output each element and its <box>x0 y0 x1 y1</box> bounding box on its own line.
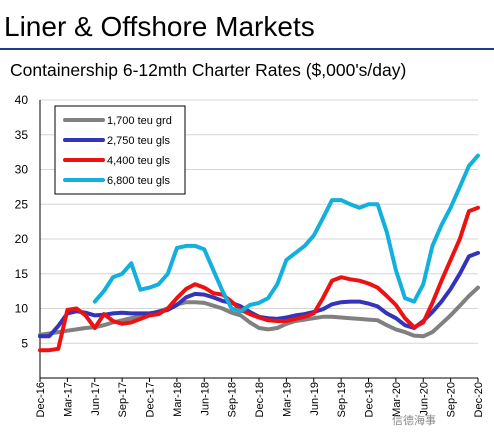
x-tick-label: Jun-19 <box>309 382 321 416</box>
x-tick-label: Dec-19 <box>364 382 376 417</box>
series-line <box>92 153 480 314</box>
x-tick-label: Jun-18 <box>199 382 211 416</box>
x-tick-label: Dec-17 <box>145 382 157 417</box>
x-tick-label: Mar-20 <box>391 382 403 417</box>
y-tick-label: 10 <box>15 302 29 316</box>
watermark-text: 信德海事 <box>392 415 436 427</box>
y-tick-label: 30 <box>15 163 29 177</box>
y-tick-label: 15 <box>15 267 29 281</box>
y-tick-label: 25 <box>15 197 29 211</box>
legend-label: 1,700 teu grd <box>107 115 172 127</box>
axes: 5 10 15 20 25 30 35 40 Dec-16 Mar-17 Jun-17 Sep-17 D… <box>15 93 485 417</box>
legend: 1,700 teu grd 2,750 teu gls 4,400 teu gls 6… <box>54 105 186 195</box>
x-tick-label: Mar-19 <box>281 382 293 417</box>
x-tick-label: Mar-18 <box>172 382 184 417</box>
x-tick-label: Sep-19 <box>336 382 348 417</box>
x-tick-label: Sep-17 <box>117 382 129 417</box>
x-tick-label: Sep-18 <box>227 382 239 417</box>
x-tick-label: Dec-18 <box>254 382 266 417</box>
x-tick-label: Jun-17 <box>90 382 102 416</box>
series-lines <box>38 153 480 353</box>
legend-label: 2,750 teu gls <box>107 135 170 147</box>
chart-title: Containership 6-12mth Charter Rates ($,0… <box>10 60 407 80</box>
y-tick-label: 5 <box>21 336 28 350</box>
legend-label: 6,800 teu gls <box>107 175 170 187</box>
title-divider <box>0 48 494 50</box>
y-tick-label: 35 <box>15 128 29 142</box>
y-tick-label: 40 <box>15 93 29 107</box>
x-tick-label: Dec-20 <box>473 382 485 417</box>
slide-title: Liner & Offshore Markets <box>4 11 315 42</box>
x-tick-label: Mar-17 <box>62 382 74 417</box>
y-tick-label: 20 <box>15 232 29 246</box>
x-tick-label: Jun-20 <box>418 382 430 416</box>
x-tick-label: Sep-20 <box>446 382 458 417</box>
x-tick-label: Dec-16 <box>35 382 47 417</box>
series-line <box>38 205 480 353</box>
legend-label: 4,400 teu gls <box>107 155 170 167</box>
